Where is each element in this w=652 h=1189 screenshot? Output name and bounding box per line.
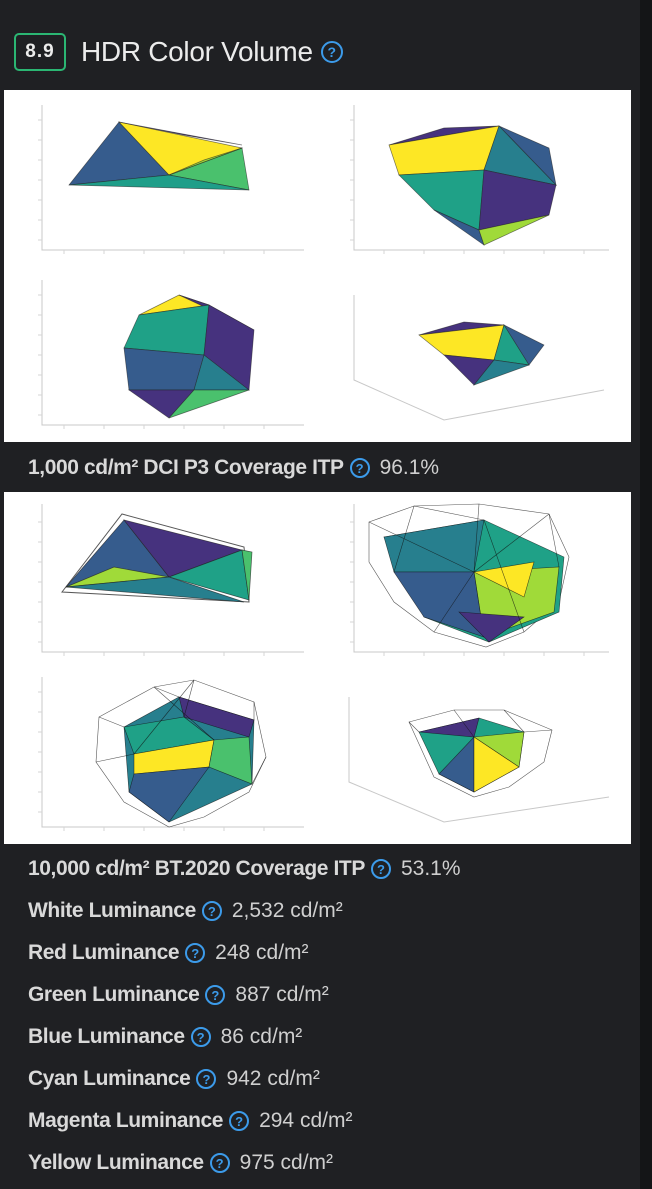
- measurement-label: 10,000 cd/m² BT.2020 Coverage ITP: [28, 857, 365, 880]
- bt2020-gamut-image: [4, 492, 631, 844]
- measurement-label: White Luminance: [28, 899, 196, 922]
- measurement-row: 1,000 cd/m² DCI P3 Coverage ITP ? 96.1%: [28, 453, 439, 483]
- measurement-label: Cyan Luminance: [28, 1067, 191, 1090]
- measurement-row: Magenta Luminance ? 294 cd/m²: [28, 1106, 352, 1136]
- measurement-value: 248 cd/m²: [215, 941, 309, 964]
- measurement-row: Green Luminance ? 887 cd/m²: [28, 980, 329, 1010]
- score-badge: 8.9: [14, 33, 66, 71]
- help-icon[interactable]: ?: [320, 41, 343, 63]
- help-icon[interactable]: ?: [196, 1069, 217, 1089]
- dci-p3-gamut-plots: [38, 105, 609, 429]
- measurement-row: Blue Luminance ? 86 cd/m²: [28, 1022, 302, 1052]
- measurement-row: Cyan Luminance ? 942 cd/m²: [28, 1064, 320, 1094]
- dci-p3-gamut-image: [4, 90, 631, 442]
- measurement-label: 1,000 cd/m² DCI P3 Coverage ITP: [28, 456, 344, 479]
- measurement-label: Red Luminance: [28, 941, 180, 964]
- measurement-value: 294 cd/m²: [259, 1109, 353, 1132]
- measurement-value: 942 cd/m²: [226, 1067, 320, 1090]
- measurement-value: 2,532 cd/m²: [231, 899, 343, 922]
- help-icon[interactable]: ?: [190, 1027, 211, 1047]
- help-icon[interactable]: ?: [229, 1111, 250, 1131]
- measurement-value: 96.1%: [379, 456, 440, 479]
- measurement-label: Magenta Luminance: [28, 1109, 224, 1132]
- help-icon[interactable]: ?: [209, 1153, 230, 1173]
- page-edge: [640, 0, 652, 1189]
- measurement-row: Red Luminance ? 248 cd/m²: [28, 938, 309, 968]
- help-icon[interactable]: ?: [201, 901, 222, 921]
- help-icon[interactable]: ?: [370, 859, 391, 879]
- measurement-row: 10,000 cd/m² BT.2020 Coverage ITP ? 53.1…: [28, 854, 461, 884]
- help-icon[interactable]: ?: [185, 943, 206, 963]
- measurement-label: Green Luminance: [28, 983, 200, 1006]
- measurement-row: Yellow Luminance ? 975 cd/m²: [28, 1148, 333, 1178]
- help-icon[interactable]: ?: [349, 458, 370, 478]
- section-title: HDR Color Volume: [81, 36, 313, 67]
- measurement-row: White Luminance ? 2,532 cd/m²: [28, 896, 343, 926]
- measurement-value: 86 cd/m²: [220, 1025, 303, 1048]
- help-icon[interactable]: ?: [205, 985, 226, 1005]
- measurement-value: 53.1%: [400, 857, 461, 880]
- measurement-value: 975 cd/m²: [239, 1151, 334, 1174]
- measurement-value: 887 cd/m²: [235, 983, 329, 1006]
- section-header: 8.9 HDR Color Volume ?: [14, 30, 343, 74]
- bt2020-gamut-plots: [38, 503, 610, 831]
- measurement-label: Blue Luminance: [28, 1025, 185, 1048]
- measurement-label: Yellow Luminance: [28, 1151, 204, 1174]
